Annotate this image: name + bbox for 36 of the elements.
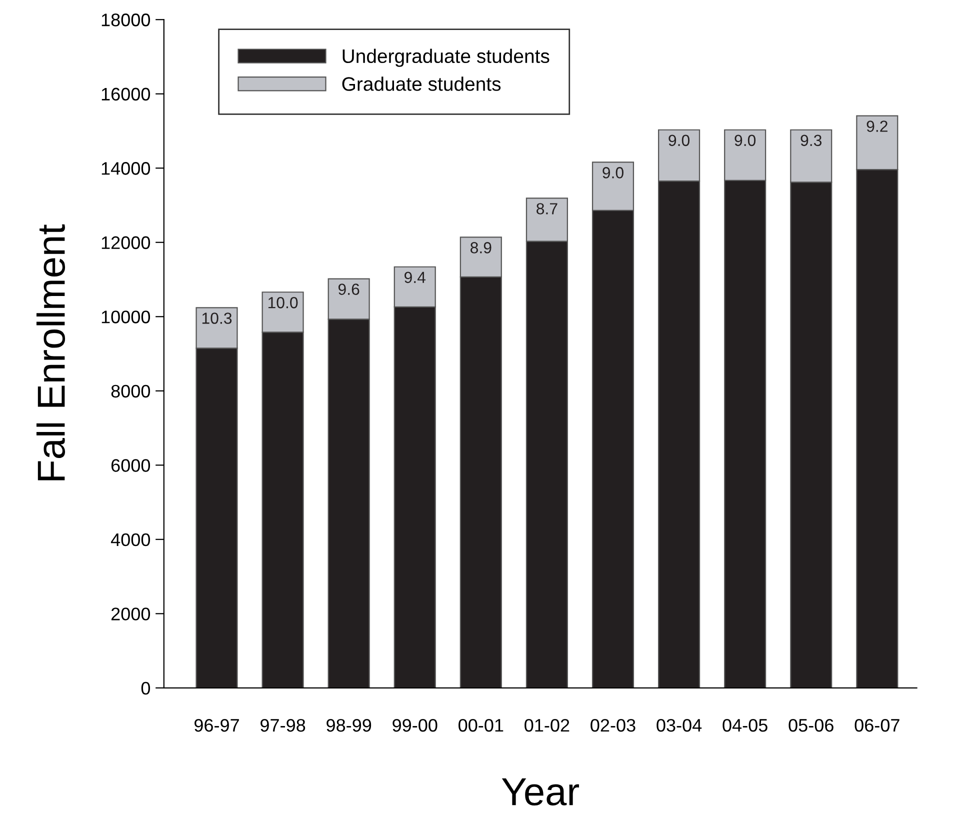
y-tick-label: 2000	[111, 608, 150, 620]
annotation: 9.0	[734, 134, 756, 146]
x-tick-label: 02-03	[590, 718, 636, 732]
legend-label: Graduate students	[342, 76, 501, 91]
annotation: 8.7	[536, 203, 558, 214]
annotation: 10.3	[202, 312, 232, 324]
annotation: 9.4	[404, 272, 426, 284]
annotation: 8.9	[470, 242, 492, 254]
x-tick-label: 03-04	[656, 718, 702, 732]
x-tick-label: 96-97	[194, 718, 239, 732]
y-axis-title: Fall Enrollment	[36, 224, 66, 480]
x-tick-label: 05-06	[788, 718, 834, 732]
y-tick-label: 12000	[102, 236, 150, 250]
x-tick-label: 99-00	[392, 718, 438, 732]
y-tick-label: 14000	[102, 162, 150, 175]
x-tick-label: 01-02	[524, 718, 570, 732]
x-tick-label: 98-99	[326, 718, 372, 732]
legend-label: Undergraduate students	[342, 48, 550, 67]
annotation: 9.2	[866, 120, 888, 132]
annotation: 9.3	[800, 134, 822, 146]
y-tick-label: 18000	[102, 14, 150, 26]
y-tick-label: 16000	[102, 88, 150, 101]
annotation: 9.0	[668, 134, 690, 146]
y-tick-label: 10000	[102, 310, 150, 324]
y-tick-label: 6000	[111, 459, 150, 472]
annotation: 9.0	[602, 167, 624, 178]
x-tick-label: 00-01	[458, 718, 504, 732]
y-tick-label: 4000	[110, 533, 150, 546]
x-tick-label: 06-07	[854, 718, 900, 732]
x-tick-label: 97-98	[260, 718, 306, 732]
x-axis-title: Year	[502, 778, 580, 806]
annotation: 9.6	[338, 284, 360, 295]
y-tick-label: 0	[141, 682, 150, 695]
y-tick-label: 8000	[111, 384, 150, 398]
annotation: 10.0	[268, 297, 298, 308]
x-tick-label: 04-05	[722, 718, 768, 732]
